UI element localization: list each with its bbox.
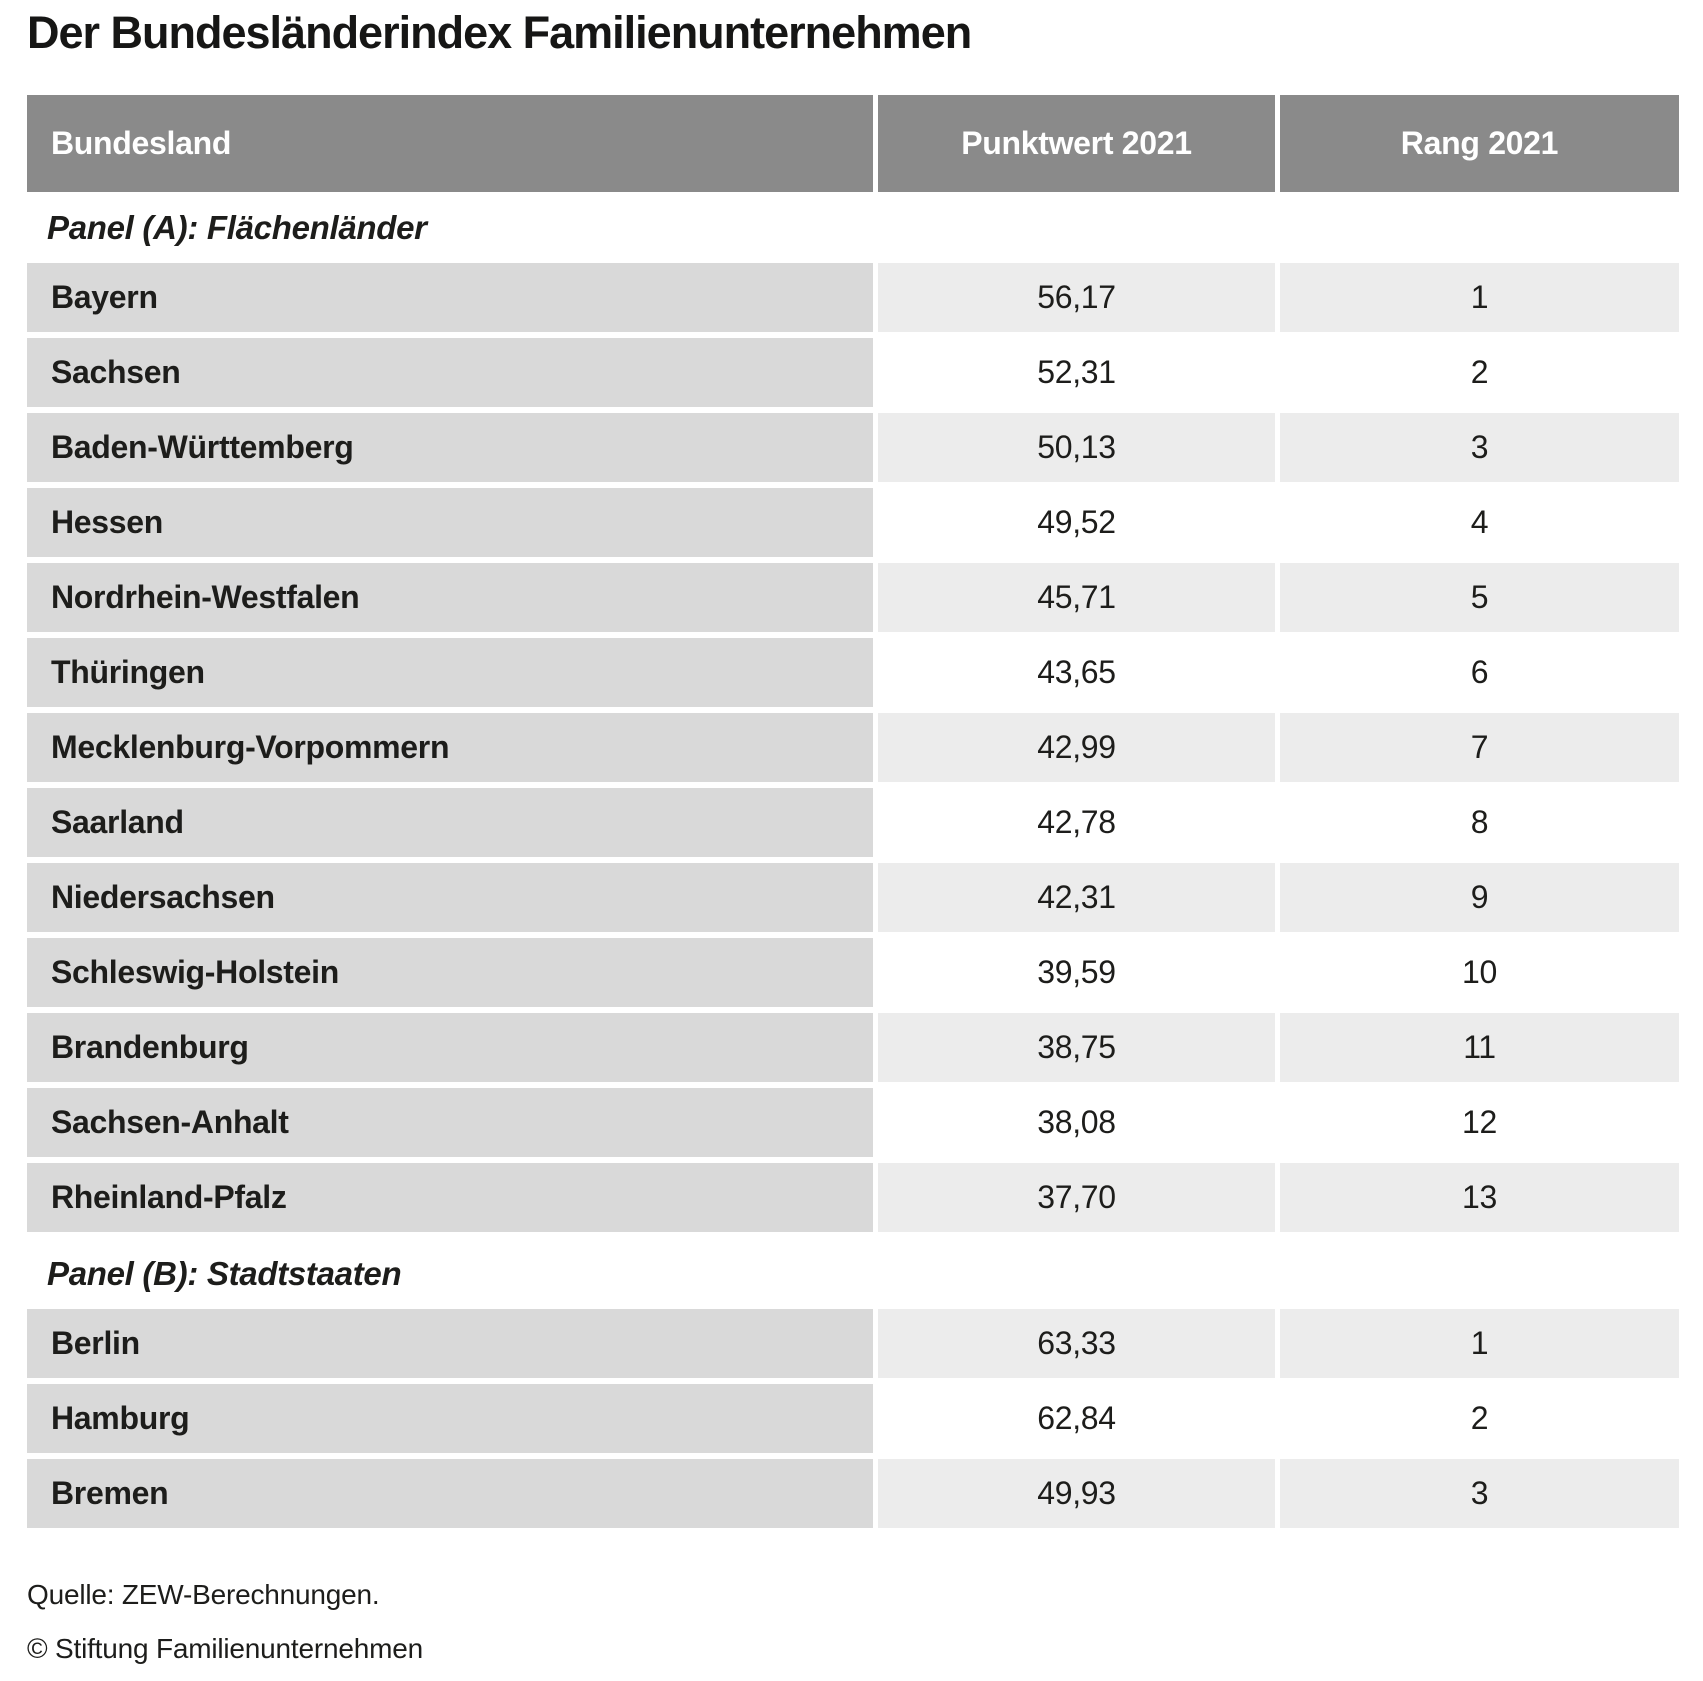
rang-value: 2 <box>1280 1384 1679 1453</box>
row-label: Hessen <box>27 488 873 557</box>
row-label: Schleswig-Holstein <box>27 938 873 1007</box>
table-row-rheinland-pfalz: Rheinland-Pfalz 37,70 13 <box>27 1163 1679 1232</box>
column-header-rang-2021: Rang 2021 <box>1280 95 1679 192</box>
table-row-brandenburg: Brandenburg 38,75 11 <box>27 1013 1679 1082</box>
table-row-nordrhein-westfalen: Nordrhein-Westfalen 45,71 5 <box>27 563 1679 632</box>
punktwert-value: 49,93 <box>878 1459 1275 1528</box>
punktwert-value: 37,70 <box>878 1163 1275 1232</box>
table-row-hessen: Hessen 49,52 4 <box>27 488 1679 557</box>
table-row-saarland: Saarland 42,78 8 <box>27 788 1679 857</box>
rang-value: 8 <box>1280 788 1679 857</box>
column-header-bundesland: Bundesland <box>27 95 873 192</box>
table-row-schleswig-holstein: Schleswig-Holstein 39,59 10 <box>27 938 1679 1007</box>
row-label: Thüringen <box>27 638 873 707</box>
table-row-berlin: Berlin 63,33 1 <box>27 1309 1679 1378</box>
table-row-sachsen: Sachsen 52,31 2 <box>27 338 1679 407</box>
panel-a-label: Panel (A): Flächenländer <box>27 192 1679 263</box>
punktwert-value: 43,65 <box>878 638 1275 707</box>
rang-value: 9 <box>1280 863 1679 932</box>
source-note: Quelle: ZEW-Berechnungen. <box>27 1579 380 1610</box>
rang-value: 6 <box>1280 638 1679 707</box>
rang-value: 1 <box>1280 1309 1679 1378</box>
rang-value: 3 <box>1280 413 1679 482</box>
panel-b-label: Panel (B): Stadtstaaten <box>27 1238 1679 1309</box>
row-label: Baden-Württemberg <box>27 413 873 482</box>
rang-value: 4 <box>1280 488 1679 557</box>
row-label: Rheinland-Pfalz <box>27 1163 873 1232</box>
punktwert-value: 63,33 <box>878 1309 1275 1378</box>
row-label: Hamburg <box>27 1384 873 1453</box>
table-row-bremen: Bremen 49,93 3 <box>27 1459 1679 1528</box>
row-label: Saarland <box>27 788 873 857</box>
rang-value: 1 <box>1280 263 1679 332</box>
table-row-sachsen-anhalt: Sachsen-Anhalt 38,08 12 <box>27 1088 1679 1157</box>
punktwert-value: 56,17 <box>878 263 1275 332</box>
column-header-punktwert-2021: Punktwert 2021 <box>878 95 1275 192</box>
footer: Quelle: ZEW-Berechnungen. © Stiftung Fam… <box>27 1580 1679 1664</box>
punktwert-value: 42,31 <box>878 863 1275 932</box>
rang-value: 2 <box>1280 338 1679 407</box>
page-title: Der Bundesländerindex Familienunternehme… <box>27 7 972 58</box>
punktwert-value: 38,75 <box>878 1013 1275 1082</box>
punktwert-value: 49,52 <box>878 488 1275 557</box>
table-row-thueringen: Thüringen 43,65 6 <box>27 638 1679 707</box>
row-label: Brandenburg <box>27 1013 873 1082</box>
row-label: Bremen <box>27 1459 873 1528</box>
table-row-bayern: Bayern 56,17 1 <box>27 263 1679 332</box>
row-label: Berlin <box>27 1309 873 1378</box>
rang-value: 7 <box>1280 713 1679 782</box>
punktwert-value: 62,84 <box>878 1384 1275 1453</box>
punktwert-value: 50,13 <box>878 413 1275 482</box>
rang-value: 5 <box>1280 563 1679 632</box>
bundeslaenderindex-table: Bundesland Punktwert 2021 Rang 2021 Pane… <box>27 95 1679 1528</box>
punktwert-value: 42,99 <box>878 713 1275 782</box>
rang-value: 3 <box>1280 1459 1679 1528</box>
punktwert-value: 42,78 <box>878 788 1275 857</box>
row-label: Sachsen <box>27 338 873 407</box>
rang-value: 11 <box>1280 1013 1679 1082</box>
table-row-hamburg: Hamburg 62,84 2 <box>27 1384 1679 1453</box>
punktwert-value: 38,08 <box>878 1088 1275 1157</box>
row-label: Bayern <box>27 263 873 332</box>
table-row-niedersachsen: Niedersachsen 42,31 9 <box>27 863 1679 932</box>
table-row-mecklenburg-vorpommern: Mecklenburg-Vorpommern 42,99 7 <box>27 713 1679 782</box>
rang-value: 13 <box>1280 1163 1679 1232</box>
punktwert-value: 39,59 <box>878 938 1275 1007</box>
table-row-baden-wuerttemberg: Baden-Württemberg 50,13 3 <box>27 413 1679 482</box>
rang-value: 10 <box>1280 938 1679 1007</box>
row-label: Niedersachsen <box>27 863 873 932</box>
table-header-row: Bundesland Punktwert 2021 Rang 2021 <box>27 95 1679 192</box>
row-label: Nordrhein-Westfalen <box>27 563 873 632</box>
rang-value: 12 <box>1280 1088 1679 1157</box>
copyright-note: © Stiftung Familienunternehmen <box>27 1633 423 1664</box>
punktwert-value: 45,71 <box>878 563 1275 632</box>
row-label: Mecklenburg-Vorpommern <box>27 713 873 782</box>
row-label: Sachsen-Anhalt <box>27 1088 873 1157</box>
punktwert-value: 52,31 <box>878 338 1275 407</box>
